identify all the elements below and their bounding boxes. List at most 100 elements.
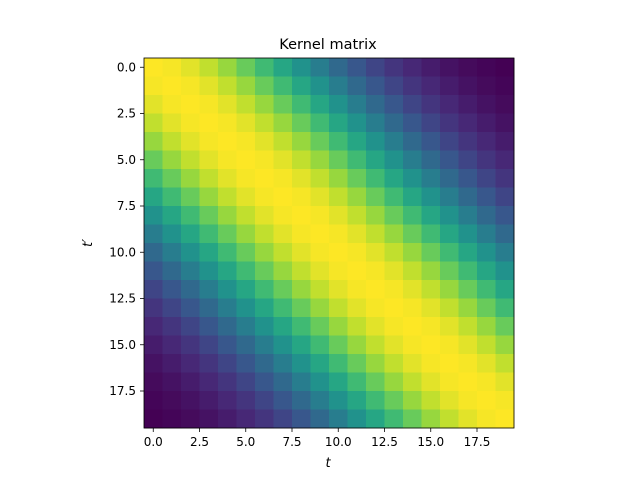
x-tick-label: 5.0 <box>236 435 255 449</box>
heatmap-cell <box>477 150 496 170</box>
heatmap-cell <box>329 354 348 373</box>
heatmap-cell <box>144 354 163 373</box>
heatmap-cell <box>421 317 441 336</box>
heatmap-cell <box>347 224 367 244</box>
heatmap-cell <box>236 224 256 244</box>
y-tick-label: 5.0 <box>117 153 136 167</box>
heatmap-cell <box>421 58 441 77</box>
heatmap-cell <box>495 409 515 429</box>
heatmap-cell <box>458 132 478 151</box>
heatmap-cell <box>181 335 200 355</box>
heatmap-cell <box>347 391 367 410</box>
heatmap-cell <box>144 409 163 429</box>
heatmap-cell <box>458 372 478 392</box>
heatmap-cell <box>421 243 441 262</box>
heatmap-cell <box>477 113 496 133</box>
heatmap-cell <box>366 113 385 133</box>
heatmap-cell <box>347 58 367 77</box>
heatmap-cell <box>403 372 422 392</box>
y-tick-label: 10.0 <box>109 245 136 259</box>
heatmap-cell <box>236 243 256 262</box>
heatmap-cell <box>144 206 163 225</box>
heatmap-cell <box>347 372 367 392</box>
heatmap-cell <box>421 150 441 170</box>
heatmap-cell <box>255 187 274 207</box>
heatmap-cell <box>162 280 182 299</box>
heatmap-cell <box>162 95 182 114</box>
heatmap-cell <box>162 317 182 336</box>
heatmap-cell <box>477 243 496 262</box>
heatmap-cell <box>477 206 496 225</box>
x-tick-label: 0.0 <box>144 435 163 449</box>
heatmap-cell <box>218 95 237 114</box>
heatmap-cell <box>162 76 182 96</box>
heatmap-cell <box>421 169 441 188</box>
heatmap-cell <box>366 150 385 170</box>
heatmap-cell <box>162 243 182 262</box>
heatmap-cell <box>236 409 256 429</box>
heatmap-cell <box>310 132 330 151</box>
heatmap-cell <box>458 95 478 114</box>
heatmap-cell <box>329 150 348 170</box>
heatmap-cell <box>329 132 348 151</box>
heatmap-cell <box>495 261 515 281</box>
heatmap-cell <box>421 206 441 225</box>
heatmap-cell <box>310 372 330 392</box>
heatmap-cell <box>255 372 274 392</box>
heatmap-cell <box>495 317 515 336</box>
heatmap-cell <box>495 58 515 77</box>
x-axis-label: t <box>325 456 331 471</box>
heatmap-cell <box>236 372 256 392</box>
heatmap-cell <box>440 409 459 429</box>
heatmap-cell <box>384 298 404 318</box>
heatmap-cell <box>199 169 219 188</box>
chart-title: Kernel matrix <box>279 37 377 53</box>
heatmap-cell <box>329 335 348 355</box>
heatmap-cell <box>162 206 182 225</box>
heatmap-cell <box>421 372 441 392</box>
heatmap-cell <box>421 335 441 355</box>
heatmap-cell <box>181 243 200 262</box>
heatmap-cell <box>403 409 422 429</box>
heatmap-cell <box>236 354 256 373</box>
heatmap-cell <box>384 150 404 170</box>
heatmap-cell <box>347 150 367 170</box>
heatmap-cell <box>218 224 237 244</box>
heatmap-cell <box>477 391 496 410</box>
heatmap-cell <box>458 243 478 262</box>
heatmap-cell <box>477 76 496 96</box>
heatmap-cell <box>273 95 293 114</box>
heatmap-cell <box>255 409 274 429</box>
heatmap-cell <box>347 243 367 262</box>
heatmap-cell <box>292 187 311 207</box>
heatmap-cell <box>273 317 293 336</box>
heatmap-cell <box>255 58 274 77</box>
heatmap-cell <box>347 206 367 225</box>
heatmap-cell <box>310 95 330 114</box>
heatmap-cell <box>162 335 182 355</box>
heatmap-cell <box>218 280 237 299</box>
heatmap-cell <box>199 261 219 281</box>
heatmap-cell <box>366 391 385 410</box>
heatmap-cell <box>255 335 274 355</box>
heatmap-cell <box>458 206 478 225</box>
heatmap-cell <box>292 372 311 392</box>
heatmap-cell <box>440 317 459 336</box>
heatmap-cell <box>218 58 237 77</box>
heatmap-cell <box>458 354 478 373</box>
heatmap-cell <box>421 76 441 96</box>
heatmap-cell <box>477 354 496 373</box>
heatmap-cell <box>366 224 385 244</box>
heatmap-cell <box>292 391 311 410</box>
heatmap-cell <box>255 224 274 244</box>
heatmap-cell <box>199 58 219 77</box>
heatmap-cell <box>199 113 219 133</box>
heatmap-cell <box>273 58 293 77</box>
heatmap-cell <box>403 391 422 410</box>
heatmap-cell <box>347 76 367 96</box>
heatmap-cell <box>218 243 237 262</box>
heatmap-cell <box>255 169 274 188</box>
x-tick-label: 10.0 <box>325 435 352 449</box>
heatmap-cell <box>273 76 293 96</box>
heatmap-cell <box>458 58 478 77</box>
